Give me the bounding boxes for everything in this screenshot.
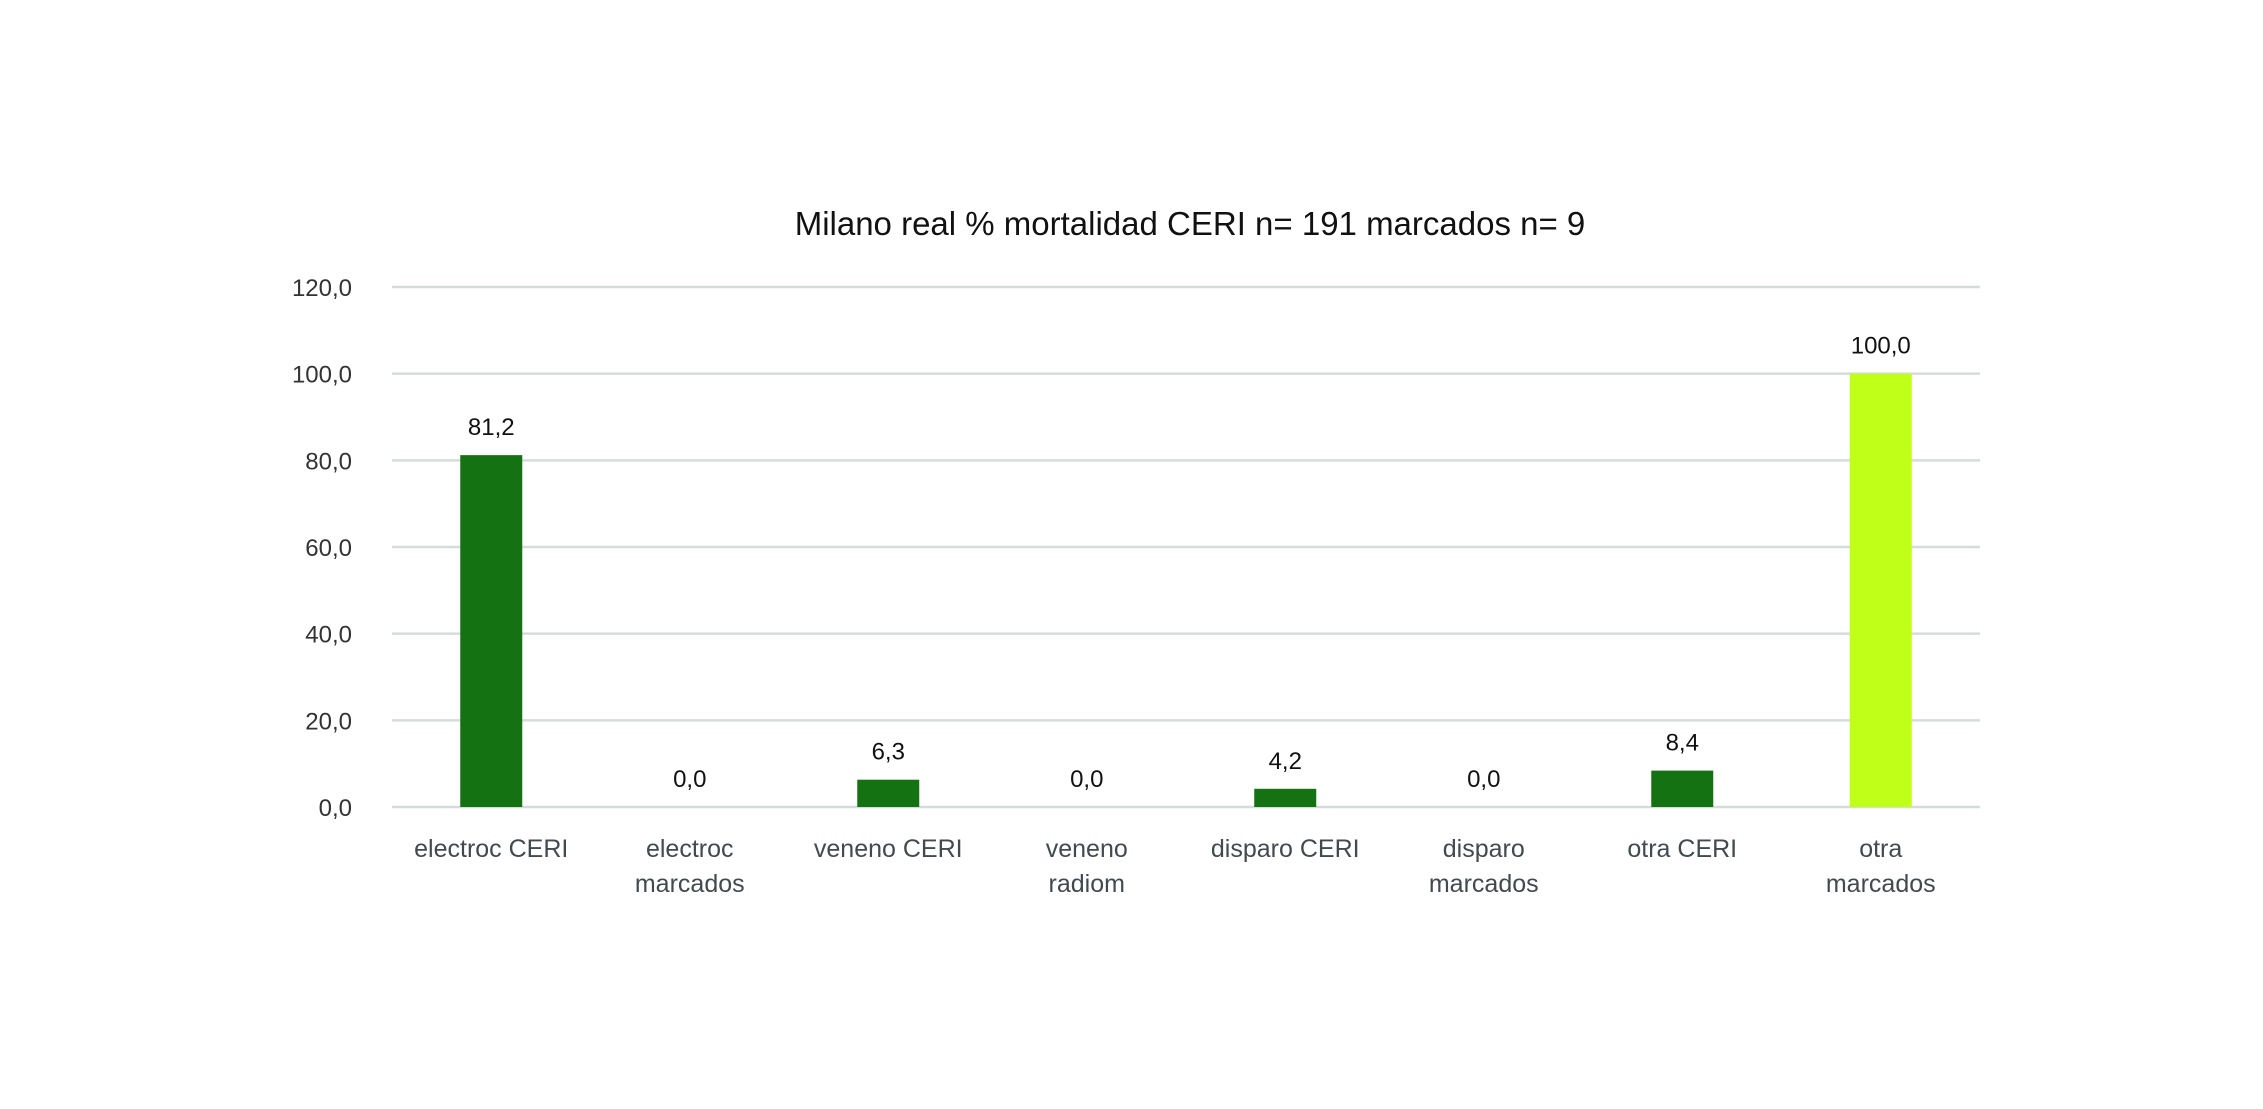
category-label-line: marcados [1429,870,1539,898]
bar-6 [1651,770,1714,807]
category-label-4: disparo CERI [1211,835,1360,863]
y-tick-label: 120,0 [292,275,352,302]
data-label-3: 0,0 [1070,766,1103,793]
category-label-0: electroc CERI [414,835,568,863]
gridlines [392,285,1980,809]
y-axis-tick-labels: 0,0 20,0 40,0 60,0 80,0 100,0 120,0 [292,275,352,822]
data-label-5: 0,0 [1467,766,1500,793]
y-tick-label: 100,0 [292,362,352,389]
bar-4 [1254,788,1317,807]
category-label-line: radiom [1049,870,1125,898]
category-label-line: disparo CERI [1211,835,1360,863]
category-label-5: disparo marcados [1429,835,1539,898]
category-label-line: veneno CERI [814,835,963,863]
bars [460,373,1912,807]
category-label-7: otra marcados [1826,835,1936,898]
data-label-2: 6,3 [872,739,905,766]
bar-0 [460,455,523,807]
data-label-1: 0,0 [673,766,706,793]
category-label-line: marcados [635,870,745,898]
data-label-6: 8,4 [1666,730,1699,757]
y-tick-label: 40,0 [305,622,352,649]
category-label-line: electroc CERI [414,835,568,863]
category-label-6: otra CERI [1627,835,1737,863]
y-tick-label: 20,0 [305,708,352,735]
category-label-line: otra CERI [1627,835,1737,863]
category-label-line: veneno [1046,835,1128,863]
y-tick-label: 80,0 [305,448,352,475]
bar-2 [857,779,920,807]
category-label-line: marcados [1826,870,1936,898]
data-label-7: 100,0 [1851,333,1911,360]
category-label-2: veneno CERI [814,835,963,863]
y-tick-label: 0,0 [319,795,352,822]
data-label-4: 4,2 [1269,748,1302,775]
category-label-1: electroc marcados [635,835,745,898]
bar-7 [1849,373,1912,807]
category-labels: electroc CERI electroc marcados veneno CERI… [414,835,1935,898]
category-label-3: veneno radiom [1046,835,1128,898]
category-label-line: disparo [1443,835,1525,863]
data-labels: 81,2 0,0 6,3 0,0 4,2 0,0 8,4 100,0 [468,333,1911,793]
chart-title: Milano real % mortalidad CERI n= 191 mar… [795,205,1586,242]
category-label-line: otra [1859,835,1902,863]
y-tick-label: 60,0 [305,535,352,562]
data-label-0: 81,2 [468,414,515,441]
category-label-line: electroc [646,835,734,863]
